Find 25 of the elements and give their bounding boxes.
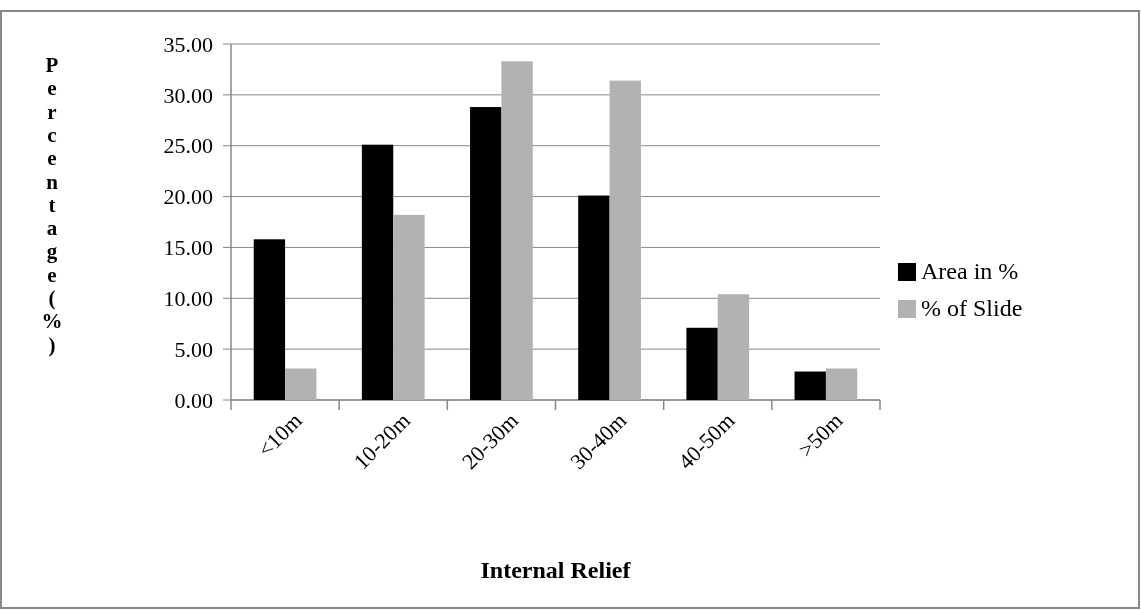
bar [794, 371, 826, 400]
y-tick-label: 15.00 [163, 235, 213, 261]
bar [825, 368, 858, 400]
y-tick-label: 35.00 [163, 31, 213, 57]
y-tick-label: 25.00 [163, 133, 213, 159]
bar [361, 144, 394, 400]
text: Percentage (%) [41, 53, 63, 357]
y-tick-label: 10.00 [163, 285, 213, 311]
legend-label: % of Slide [921, 295, 1023, 321]
bar [393, 214, 425, 400]
x-axis-title: Internal Relief [480, 557, 632, 583]
bar [470, 107, 502, 400]
y-tick-label: 0.00 [174, 387, 213, 413]
x-tick-label: <10m [252, 407, 307, 462]
legend-label: Area in % [921, 258, 1019, 284]
y-tick-label: 5.00 [174, 336, 213, 362]
y-tick-label: 30.00 [163, 82, 213, 108]
bar [717, 294, 750, 400]
bar [609, 80, 641, 400]
y-tick-label: 20.00 [163, 184, 213, 210]
bar [501, 61, 533, 400]
bar [578, 195, 610, 400]
bar [285, 368, 317, 400]
bar [686, 327, 718, 400]
bar [253, 239, 286, 400]
